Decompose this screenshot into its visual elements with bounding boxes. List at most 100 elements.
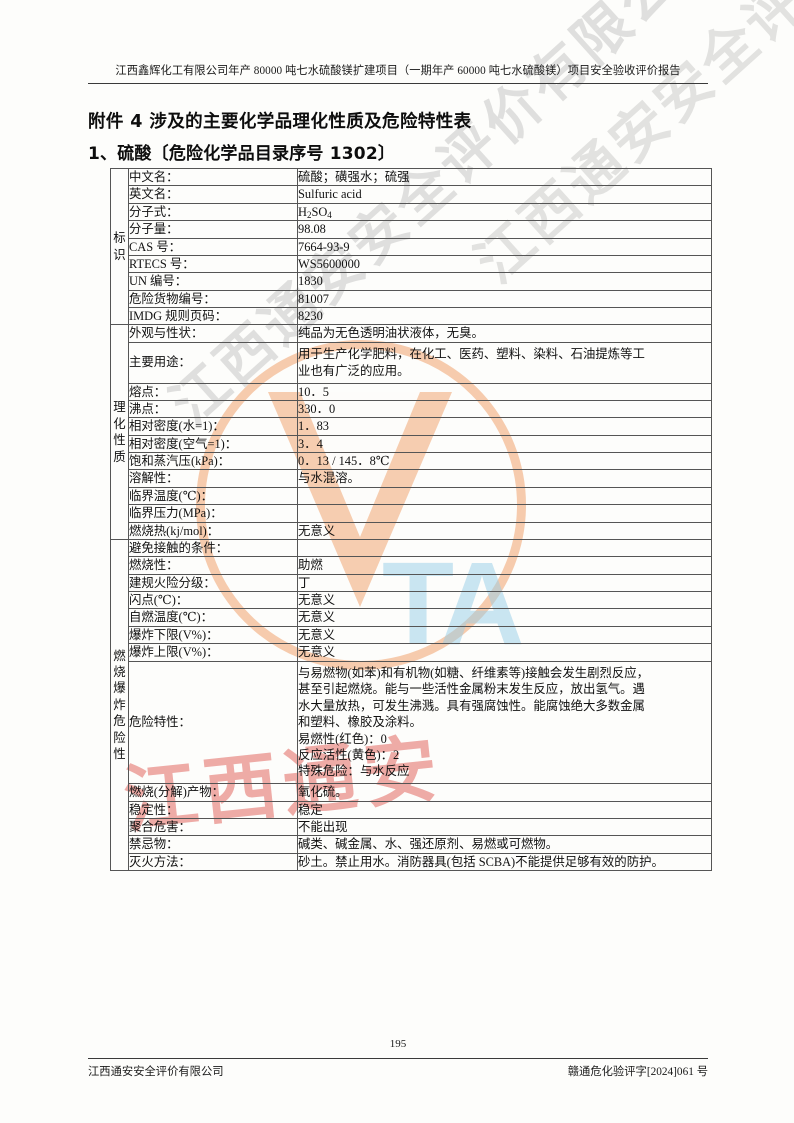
row-value: 81007 [297,289,712,309]
row-label: 爆炸上限(V%)： [128,643,298,662]
page-subtitle: 1、硫酸〔危险化学品目录序号 1302〕 [88,144,396,164]
row-label: 危险货物编号： [128,289,298,309]
row-label: 相对密度(空气=1)： [128,434,298,454]
row-label: 爆炸下限(V%)： [128,625,298,645]
row-label: 聚合危害： [128,817,298,837]
row-value: 不能出现 [297,817,712,837]
table-row: 燃烧性： 助燃 [111,556,712,575]
row-label: 临界压力(MPa)： [128,504,298,523]
table-row: 建规火险分级：丁 [111,573,712,593]
row-label: 分子式： [128,202,298,222]
table-row: UN 编号： 1830 [111,272,712,291]
footer-right-text: 赣通危化验评字[2024]061 号 [567,1066,708,1078]
running-head: 江西鑫辉化工有限公司年产 80000 吨七水硫酸镁扩建项目（一期年产 60000… [115,65,681,77]
row-label: RTECS 号： [128,254,298,274]
row-value: 丁 [297,573,712,593]
table-row: 主要用途： 用于生产化学肥料，在化工、医药、塑料、染料、石油提炼等工 业也有广泛的应… [111,341,712,384]
row-value: 与水混溶。 [297,469,712,488]
row-label: 中文名： [128,167,298,187]
row-label: IMDG 规则页码： [128,306,298,326]
table-row: 爆炸下限(V%)： 无意义 [111,625,712,645]
table-row: 临界压力(MPa)： [111,504,712,523]
table-row: 燃烧(分解)产物： 氧化硫。 [111,783,712,802]
row-value: 无意义 [297,608,712,627]
table-row: 沸点： 330．0 [111,399,712,419]
page-number: 195 [389,1038,407,1050]
row-label: 闪点(℃)： [128,590,298,610]
value-line: 特殊危险：与水反应 [298,764,410,779]
row-value: WS5600000 [297,254,712,274]
value-line: 甚至引起燃烧。能与一些活性金属粉末发生反应，放出氢气。遇 [298,682,645,697]
row-value: 330．0 [297,399,712,419]
row-value: 稳定 [297,800,712,819]
row-label: 建规火险分级： [128,573,298,593]
row-value: 1830 [297,272,712,291]
table-row: 标识 中文名： 硫酸；磺强水；硫强 [110,167,712,326]
row-value: 氧化硫。 [297,783,712,802]
row-label: 英文名： [128,185,298,204]
table-body: 标识 中文名： 硫酸；磺强水；硫强 英文名： Sulfuric acid 分子式： H2SO… [110,167,712,872]
page-title: 附件 4 涉及的主要化学品理化性质及危险特性表 [88,112,472,132]
value-line: 和塑料、橡胶及涂料。 [298,715,422,730]
row-value: 无意义 [297,625,712,645]
table-row: CAS 号： 7664-93-9 [111,237,712,256]
value-line: 业也有广泛的应用。 [298,363,410,378]
group-label-2: 燃烧爆炸危险性 [110,538,129,872]
table-row: 稳定性： 稳定 [111,800,712,819]
row-label: 分子量： [128,220,298,239]
row-value: 与易燃物(如苯)和有机物(如糖、纤维素等)接触会发生剧烈反应， 甚至引起燃烧。能与… [297,660,712,785]
table-row: 理化性质 外观与性状： 纯品为无色透明油状液体，无臭。 [110,324,712,540]
row-value: H2SO4 [297,202,712,222]
row-value: 碱类、碱金属、水、强还原剂、易燃或可燃物。 [297,835,712,854]
table-row: 熔点： 10．5 [111,382,712,401]
table-row: 相对密度(水=1)： 1．83 [111,417,712,436]
row-label: 外观与性状： [128,324,298,343]
table-row: 禁忌物： 碱类、碱金属、水、强还原剂、易燃或可燃物。 [111,835,712,854]
table-row: 灭火方法： 砂土。禁止用水。消防器具(包括 SCBA)不能提供足够有效的防护。 [111,852,712,872]
row-value: 无意义 [297,521,712,540]
row-label: 燃烧(分解)产物： [128,783,298,802]
table-row: 溶解性： 与水混溶。 [111,469,712,488]
row-label: 稳定性： [128,800,298,819]
row-value [297,504,712,523]
row-label: 溶解性： [128,469,298,488]
row-value [297,486,712,506]
table-row: 闪点(℃)： 无意义 [111,590,712,610]
footer: 江西通安安全评价有限公司 赣通危化验评字[2024]061 号 [88,1063,708,1079]
header-rule [88,83,708,84]
row-label: 相对密度(水=1)： [128,417,298,436]
group-label-1: 理化性质 [110,324,129,540]
row-label: 灭火方法： [128,852,298,872]
table-row: 分子式： H2SO4 [111,202,712,222]
row-label: 燃烧热(kj/mol)： [128,521,298,540]
row-value: 硫酸；磺强水；硫强 [297,167,712,187]
value-line: 易燃性(红色)：0 [298,731,387,746]
table-row: RTECS 号： WS5600000 [111,254,712,274]
row-label: 避免接触的条件： [128,538,298,558]
row-value: Sulfuric acid [297,185,712,204]
value-line: 与易燃物(如苯)和有机物(如糖、纤维素等)接触会发生剧烈反应， [298,666,650,680]
row-value: 0．13 / 145．8℃ [297,451,712,471]
table-row: 燃烧热(kj/mol)： 无意义 [111,521,712,540]
table-row: 分子量： 98.08 [111,220,712,239]
row-value: 无意义 [297,590,712,610]
row-value: 助燃 [297,556,712,575]
row-value: 7664-93-9 [297,237,712,256]
row-value: 无意义 [297,643,712,662]
row-label: 熔点： [128,382,298,401]
table-row: IMDG 规则页码： 8230 [111,306,712,326]
table-row: 饱和蒸汽压(kPa)： 0．13 / 145．8℃ [111,451,712,471]
row-value: 用于生产化学肥料，在化工、医药、塑料、染料、石油提炼等工 业也有广泛的应用。 [297,341,712,384]
table-row: 英文名： Sulfuric acid [111,185,712,204]
footer-left-text: 江西通安安全评价有限公司 [88,1066,224,1078]
table-row: 相对密度(空气=1)： 3．4 [111,434,712,454]
row-label: 自燃温度(℃)： [128,608,298,627]
chemical-properties-table-wrap: 标识 中文名： 硫酸；磺强水；硫强 英文名： Sulfuric acid 分子式： H2SO… [110,167,712,872]
table-row: 爆炸上限(V%)： 无意义 [111,643,712,662]
row-value: 1．83 [297,417,712,436]
table-row: 临界温度(℃)： [111,486,712,506]
group-label-0: 标识 [110,167,129,326]
row-value: 3．4 [297,434,712,454]
row-label: 临界温度(℃)： [128,486,298,506]
value-line: 水大量放热，可发生沸溅。具有强腐蚀性。能腐蚀绝大多数金属 [298,698,645,713]
